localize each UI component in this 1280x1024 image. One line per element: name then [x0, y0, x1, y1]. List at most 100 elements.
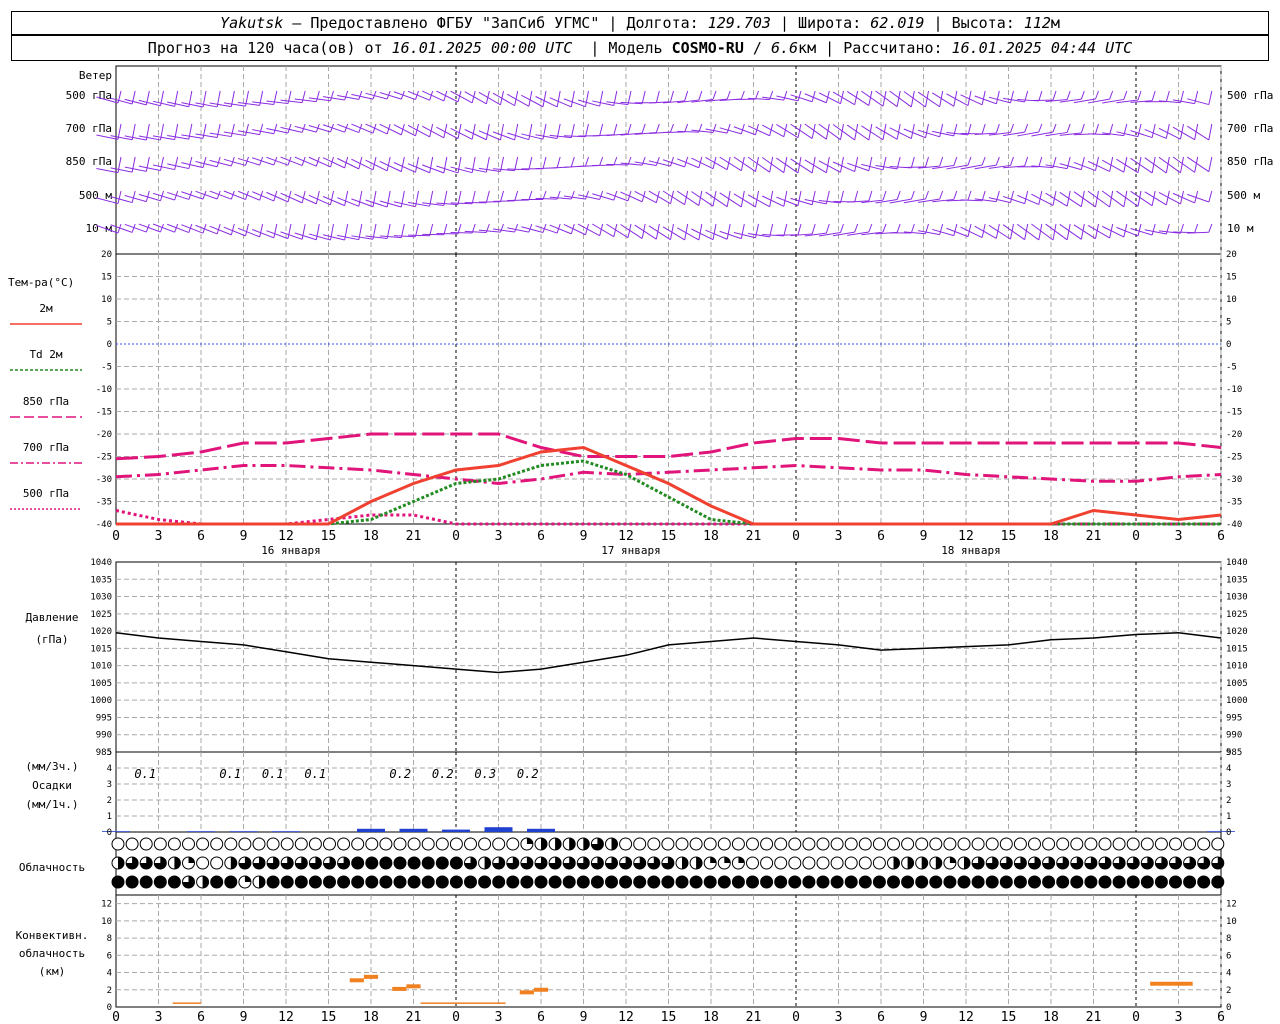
wind-barb-flag	[740, 90, 745, 100]
x-hour-label: 12	[958, 529, 974, 544]
wind-barb	[280, 190, 306, 204]
x-hour-label: 3	[155, 529, 163, 544]
wind-barb-flag	[1151, 123, 1156, 138]
y-tick-label-right: 985	[1226, 748, 1242, 758]
wind-barb-flag	[712, 223, 717, 240]
wind-barb	[988, 223, 1014, 240]
wind-barb-flag	[457, 190, 462, 205]
wind-barb-shaft	[1116, 226, 1139, 237]
wind-barb-shaft	[535, 197, 558, 200]
wind-barb-flag	[1194, 90, 1199, 104]
wind-barb-flag	[1052, 90, 1057, 101]
wind-barb-shaft	[96, 167, 119, 174]
cloud-cover-circle	[816, 837, 830, 851]
wind-barb-shaft	[1130, 157, 1153, 174]
wind-barb	[549, 90, 575, 108]
wind-barb	[507, 190, 533, 202]
wind-barb-shaft	[365, 123, 388, 135]
wind-barb-flag	[684, 190, 689, 205]
wind-barb-flag	[471, 123, 476, 140]
wind-barb-flag	[1165, 156, 1170, 174]
y-tick-label-right: -30	[1226, 475, 1242, 485]
wind-barb	[705, 123, 731, 134]
cloud-cover-fill	[563, 857, 576, 870]
wind-barb	[1045, 123, 1071, 137]
cloud-cover-circle	[1140, 837, 1154, 851]
wind-level-label-right: 10 м	[1227, 222, 1254, 235]
wind-barb-flag	[457, 223, 462, 234]
cloud-cover-circle	[872, 856, 886, 870]
y-tick-label-left: 3	[107, 780, 112, 790]
wind-barb-flag	[967, 223, 972, 237]
wind-barb	[918, 156, 944, 169]
wind-barb-shaft	[1101, 159, 1125, 173]
wind-barb	[252, 223, 278, 239]
wind-barb-flag	[811, 123, 816, 139]
wind-barb-flag	[882, 90, 887, 107]
cloud-cover-circle	[633, 875, 647, 889]
cloud-cover-circle	[153, 837, 167, 851]
wind-barb-shaft	[1187, 231, 1209, 234]
wind-barb-flag	[400, 156, 405, 172]
wind-barb	[464, 190, 490, 204]
wind-barb-shaft	[1045, 131, 1068, 137]
wind-barb	[408, 223, 434, 237]
wind-barb-shaft	[124, 223, 147, 233]
wind-barb-flag	[528, 123, 533, 140]
wind-barb-flag	[1052, 123, 1057, 133]
wind-barb-flag	[542, 156, 547, 169]
wind-barb-flag	[1080, 156, 1085, 170]
y-tick-label-right: 990	[1226, 731, 1242, 741]
model-name: COSMO-RU	[671, 39, 744, 57]
wind-barb-shaft	[1002, 97, 1025, 103]
wind-barb-flag	[443, 190, 448, 206]
wind-barb-shaft	[1172, 192, 1195, 204]
wind-barb	[138, 223, 164, 233]
cloud-cover-circle	[379, 875, 393, 889]
wind-barb	[1045, 90, 1071, 102]
x-hour-label: 21	[746, 529, 762, 544]
cloud-cover-fill	[174, 857, 181, 869]
wind-barb-flag	[542, 123, 547, 140]
wind-barb-flag	[358, 156, 363, 169]
wind-barb-shaft	[1002, 224, 1025, 241]
cloud-cover-fill	[464, 857, 477, 870]
wind-barb	[946, 156, 972, 170]
wind-barb	[988, 190, 1014, 204]
wind-barb	[889, 190, 915, 204]
wind-barb-flag	[216, 190, 221, 200]
wind-barb-shaft	[422, 90, 445, 102]
wind-barb	[96, 90, 122, 104]
wind-barb-shaft	[606, 192, 629, 202]
x-hour-label: 9	[920, 529, 928, 544]
wind-barb-shaft	[379, 235, 402, 239]
wind-barb-flag	[372, 190, 377, 207]
cloud-cover-circle	[379, 856, 393, 870]
x-hour-label: 3	[1175, 529, 1183, 544]
wind-barb-flag	[415, 156, 419, 173]
wind-barb	[648, 90, 674, 104]
wind-barb	[691, 90, 717, 103]
wind-barb-shaft	[1002, 131, 1025, 137]
wind-barb	[181, 190, 207, 200]
x-hour-label: 3	[495, 529, 503, 544]
cloud-cover-circle	[788, 856, 802, 870]
wind-barb-shaft	[932, 198, 954, 203]
wind-barb	[733, 190, 759, 208]
wind-barb	[549, 190, 575, 200]
wind-barb-shaft	[577, 99, 600, 107]
wind-barb	[846, 90, 873, 106]
wind-barb	[322, 223, 349, 241]
wind-barb-flag	[726, 90, 731, 100]
wind-barb-flag	[202, 190, 207, 200]
wind-barb-flag	[372, 90, 377, 100]
y-tick-label-right: 1035	[1226, 575, 1248, 585]
wind-barb	[634, 223, 660, 240]
cloud-cover-fill	[907, 857, 914, 869]
cloud-cover-fill	[520, 857, 533, 870]
wind-barb	[662, 223, 689, 241]
x-day-label: 16 января	[261, 544, 321, 557]
wind-barb-shaft	[252, 229, 275, 239]
wind-barb-flag	[315, 190, 320, 204]
